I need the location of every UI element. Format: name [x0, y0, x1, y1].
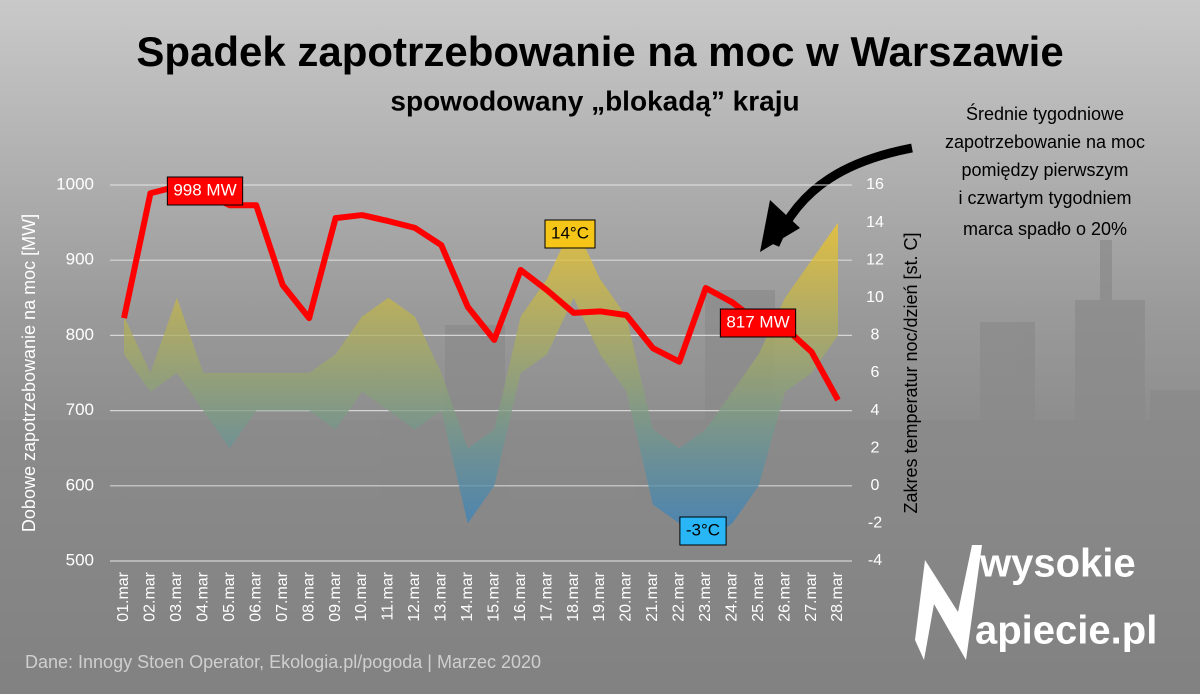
y-tick-label: 900 — [66, 250, 94, 269]
x-tick-label: 02.mar — [142, 571, 159, 621]
x-tick-label: 05.mar — [221, 571, 238, 621]
x-tick-label: 26.mar — [776, 571, 793, 621]
annotation-box — [719, 308, 797, 338]
callout-line: Średnie tygodniowe — [966, 103, 1124, 124]
y2-tick-label: 12 — [866, 251, 884, 268]
x-tick-label: 13.mar — [433, 571, 450, 621]
x-tick-label: 06.mar — [247, 571, 264, 621]
y2-tick-label: -4 — [868, 552, 882, 569]
temperature-range — [124, 222, 838, 543]
y2-tick-label: 14 — [866, 214, 884, 231]
x-tick-label: 03.mar — [168, 571, 185, 621]
y2-tick-label: 2 — [871, 439, 880, 456]
y2-tick-label: 6 — [871, 364, 880, 381]
chart-subtitle: spowodowany „blokadą” kraju — [390, 85, 799, 116]
y-tick-label: 700 — [66, 400, 94, 419]
x-tick-label: 07.mar — [274, 571, 291, 621]
x-tick-label: 17.mar — [538, 571, 555, 621]
x-tick-label: 23.mar — [697, 571, 714, 621]
y-axis-title: Dobowe zapotrzebowanie na moc [MW] — [19, 214, 39, 532]
x-tick-label: 14.mar — [459, 571, 476, 621]
y-tick-label: 1000 — [56, 174, 94, 193]
x-tick-label: 24.mar — [723, 571, 740, 621]
x-tick-label: 25.mar — [750, 571, 767, 621]
y-tick-label: 500 — [66, 550, 94, 569]
annotation-box — [166, 176, 244, 206]
x-tick-label: 16.mar — [512, 571, 529, 621]
logo-mark — [915, 545, 982, 660]
annotation: 998 MW — [173, 180, 236, 199]
y2-tick-label: 0 — [871, 477, 880, 494]
source: Dane: Innogy Stoen Operator, Ekologia.pl… — [25, 652, 541, 672]
y2-tick-label: 16 — [866, 176, 884, 193]
x-tick-label: 01.mar — [115, 571, 132, 621]
y-tick-label: 600 — [66, 475, 94, 494]
y2-tick-label: 10 — [866, 289, 884, 306]
callout-line: pomiędzy pierwszym — [961, 160, 1128, 180]
callout-line: zapotrzebowanie na moc — [945, 132, 1145, 152]
x-tick-label: 09.mar — [327, 571, 344, 621]
x-tick-label: 18.mar — [565, 571, 582, 621]
x-tick-label: 28.mar — [829, 571, 846, 621]
annotation: -3°C — [686, 520, 720, 539]
logo-text: wysokie — [979, 542, 1136, 586]
x-tick-label: 11.mar — [380, 571, 397, 620]
x-tick-label: 20.mar — [618, 571, 635, 621]
x-tick-label: 27.mar — [803, 571, 820, 621]
x-tick-label: 08.mar — [300, 571, 317, 621]
callout-line: marca spadło o 20% — [963, 219, 1127, 239]
annotation: 14°C — [551, 223, 589, 242]
annotation-box — [544, 219, 596, 249]
x-tick-label: 04.mar — [195, 571, 212, 621]
x-tick-label: 10.mar — [353, 571, 370, 621]
annotation-box — [679, 516, 727, 546]
y2-tick-label: 8 — [871, 327, 880, 344]
callout-line: i czwartym tygodniem — [958, 188, 1131, 208]
x-tick-label: 15.mar — [485, 571, 502, 621]
y2-axis-title: Zakres temperatur noc/dzień [st. C] — [901, 232, 921, 513]
y2-tick-label: 4 — [871, 402, 880, 419]
x-tick-label: 21.mar — [644, 571, 661, 621]
annotation: 817 MW — [726, 312, 789, 331]
x-tick-label: 19.mar — [591, 571, 608, 621]
chart-title: Spadek zapotrzebowanie na moc w Warszawi… — [136, 28, 1063, 75]
y-tick-label: 800 — [66, 325, 94, 344]
y2-tick-label: -2 — [868, 515, 882, 532]
arrow-head — [760, 200, 800, 252]
x-tick-label: 22.mar — [671, 571, 688, 621]
x-tick-label: 12.mar — [406, 571, 423, 621]
logo-text: apiecie.pl — [975, 609, 1157, 653]
